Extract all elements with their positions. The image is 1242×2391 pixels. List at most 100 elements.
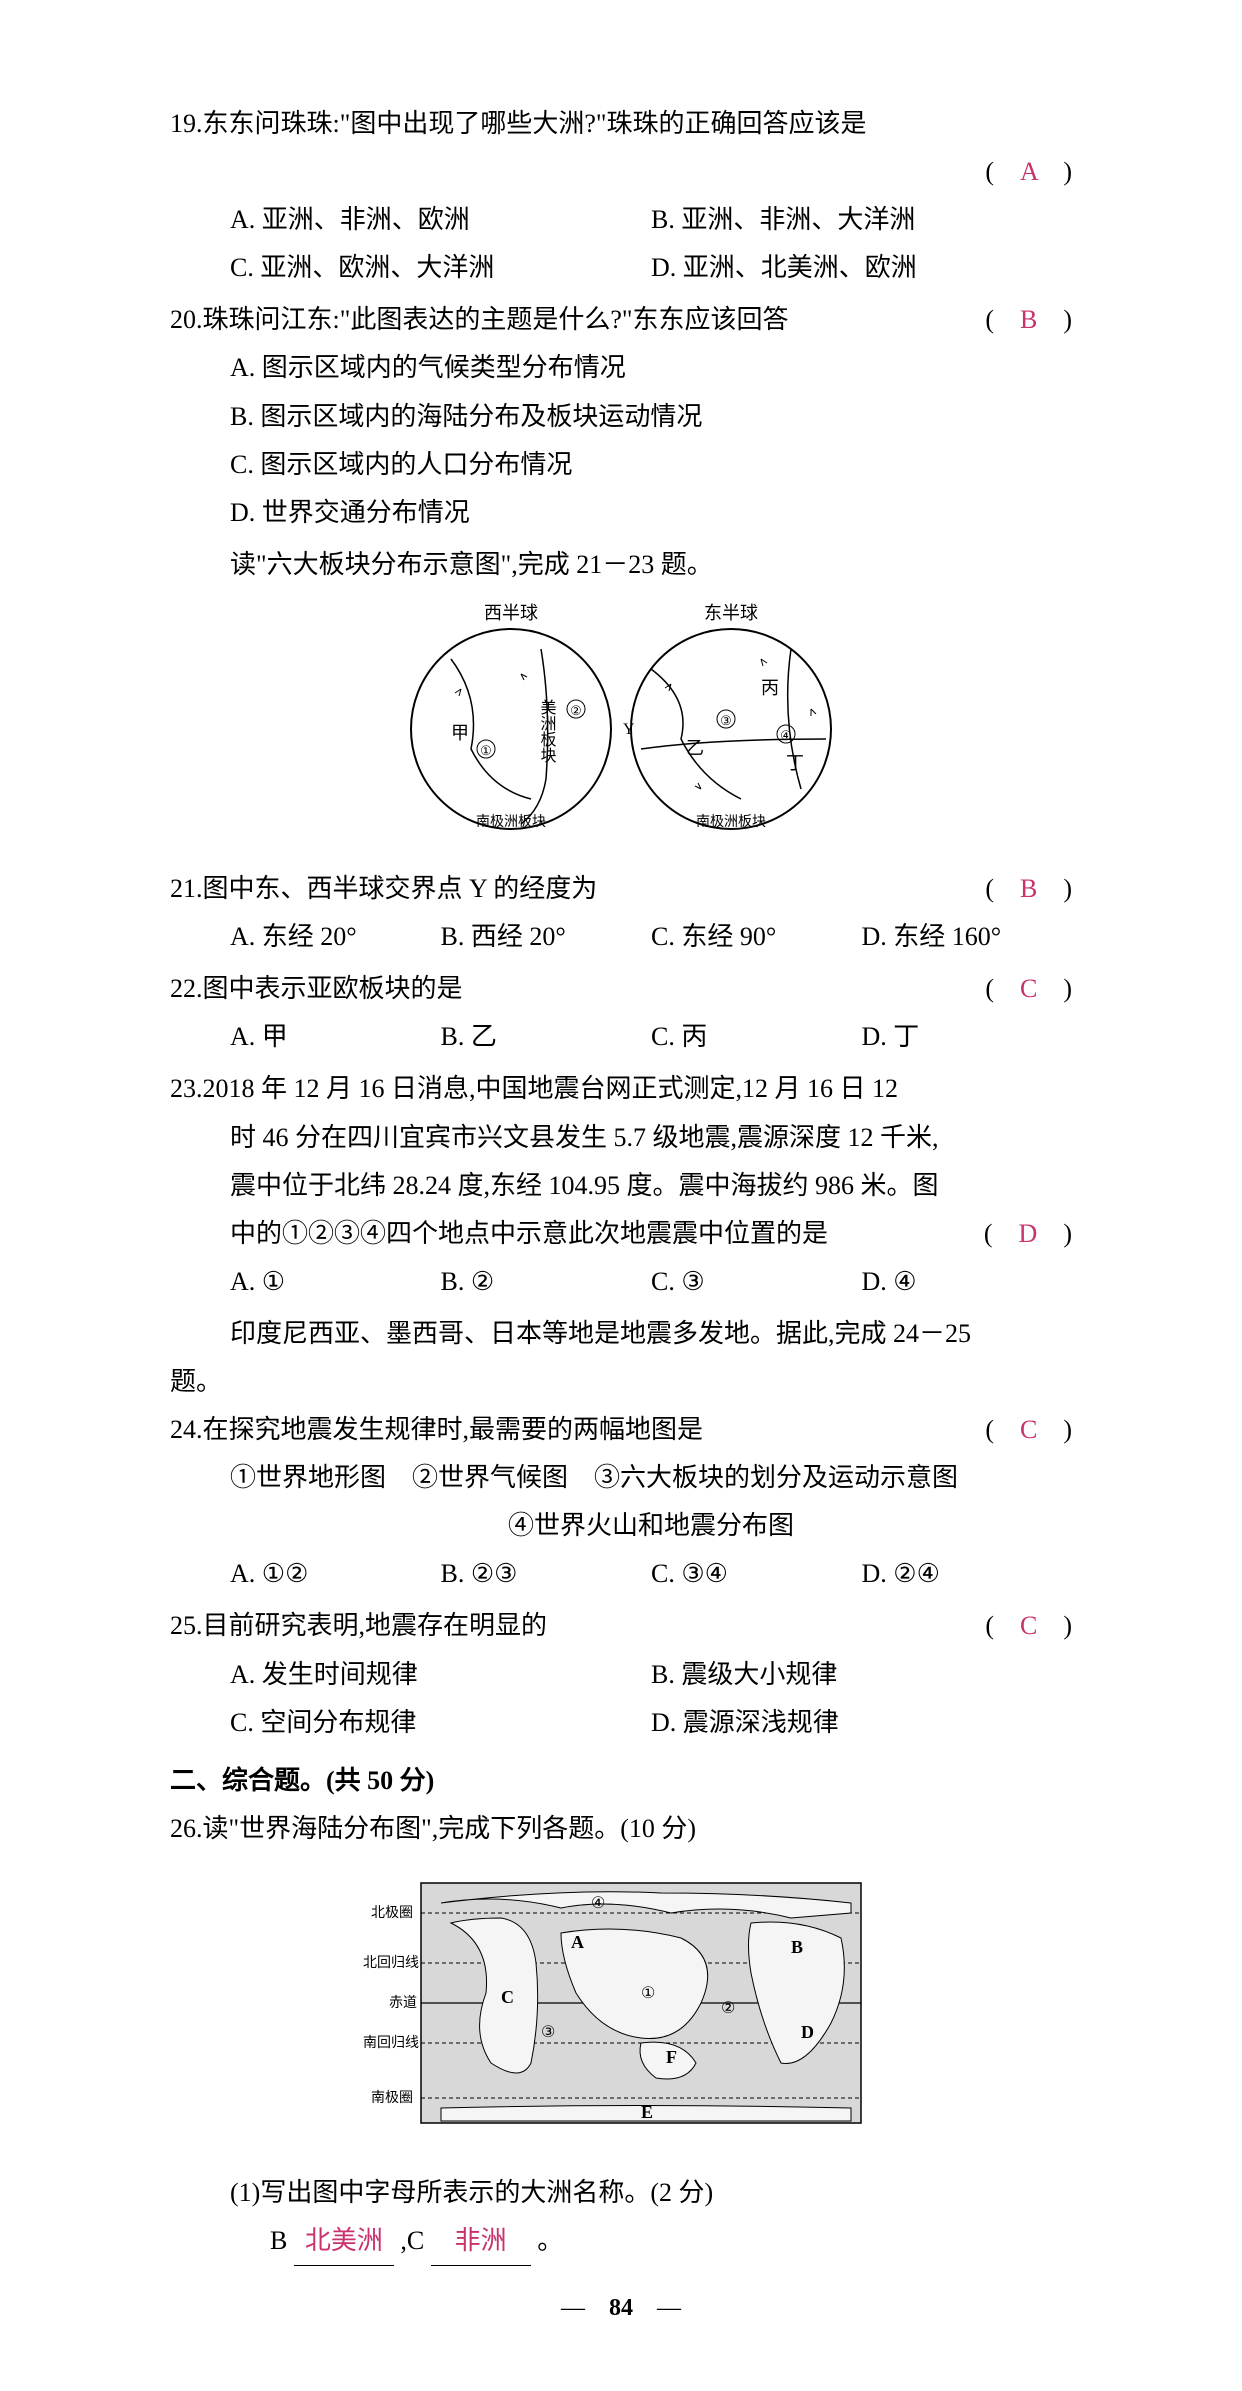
context-24-25-line2: 题。: [170, 1358, 1072, 1406]
q22-line: 22.图中表示亚欧板块的是 ( C ): [170, 965, 1072, 1013]
svg-text:①: ①: [480, 743, 492, 758]
q20-opt-b: B. 图示区域内的海陆分布及板块运动情况: [170, 393, 1072, 441]
q25-opt-b: B. 震级大小规律: [651, 1651, 1072, 1699]
q23-paren: ( D ): [984, 1210, 1072, 1258]
q23-opt-c: C. ③: [651, 1258, 862, 1306]
q25-options-row1: A. 发生时间规律 B. 震级大小规律: [170, 1651, 1072, 1699]
q22-answer: C: [1020, 974, 1037, 1003]
q21-answer: B: [1020, 874, 1037, 903]
q19-opt-d: D. 亚洲、北美洲、欧洲: [651, 244, 1072, 292]
q21-opt-b: B. 西经 20°: [441, 913, 652, 961]
q19-paren: ( A ): [985, 148, 1072, 196]
q22-num: 22.: [170, 974, 203, 1003]
q19-answer-line: ( A ): [170, 148, 1072, 196]
q20-text: 珠珠问江东:"此图表达的主题是什么?"东东应该回答: [203, 305, 789, 334]
q24-paren: ( C ): [985, 1406, 1072, 1454]
q20-paren: ( B ): [985, 296, 1072, 344]
figure-world-map: 北极圈 北回归线 赤道 南回归线 南极圈 ④ A B C ① D F ② ③ E: [170, 1863, 1072, 2159]
q20-num: 20.: [170, 305, 203, 334]
label-bing: 丙: [761, 678, 779, 698]
q22-options: A. 甲 B. 乙 C. 丙 D. 丁: [170, 1013, 1072, 1061]
q25-line: 25.目前研究表明,地震存在明显的 ( C ): [170, 1602, 1072, 1650]
label-yi: 乙: [686, 738, 704, 758]
q24-opt-b: B. ②③: [441, 1550, 652, 1598]
q25-answer: C: [1020, 1611, 1037, 1640]
q25-paren: ( C ): [985, 1602, 1072, 1650]
label-nanji2: 南极洲板块: [696, 814, 766, 830]
q23-line2: 时 46 分在四川宜宾市兴文县发生 5.7 级地震,震源深度 12 千米,: [170, 1114, 1072, 1162]
q20-line: 20.珠珠问江东:"此图表达的主题是什么?"东东应该回答 ( B ): [170, 296, 1072, 344]
q21-opt-c: C. 东经 90°: [651, 913, 862, 961]
q24-opt-d: D. ②④: [862, 1550, 1073, 1598]
q19-opt-b: B. 亚洲、非洲、大洋洲: [651, 196, 1072, 244]
page-number: — 84 —: [170, 2286, 1072, 2330]
label-meizhou: 美洲板块: [538, 699, 557, 763]
q23-opt-b: B. ②: [441, 1258, 652, 1306]
label-east: 东半球: [704, 603, 758, 623]
q23-opt-a: A. ①: [230, 1258, 441, 1306]
q22-text: 图中表示亚欧板块的是: [203, 974, 463, 1003]
q19-line1: 19.东东问珠珠:"图中出现了哪些大洲?"珠珠的正确回答应该是: [170, 100, 1072, 148]
svg-text:④: ④: [591, 1895, 605, 1912]
page-num-value: 84: [609, 2295, 633, 2321]
q21-line: 21.图中东、西半球交界点 Y 的经度为 ( B ): [170, 865, 1072, 913]
q21-opt-d: D. 东经 160°: [862, 913, 1073, 961]
q22-opt-b: B. 乙: [441, 1013, 652, 1061]
q22-opt-c: C. 丙: [651, 1013, 862, 1061]
q25-opt-d: D. 震源深浅规律: [651, 1699, 1072, 1747]
label-chidao: 赤道: [389, 1995, 417, 2011]
figure-hemispheres: 西半球 东半球 甲 美洲板块 ① ② 南极洲板块 乙 丙 丁 ③ ④ Y 南极洲…: [170, 599, 1072, 855]
q23-options: A. ① B. ② C. ③ D. ④: [170, 1258, 1072, 1306]
q26-b-answer: 北美洲: [294, 2217, 394, 2266]
question-26: 26.读"世界海陆分布图",完成下列各题。(10 分): [170, 1805, 1072, 1853]
q25-text: 目前研究表明,地震存在明显的: [203, 1611, 548, 1640]
section-2-title: 二、综合题。(共 50 分): [170, 1757, 1072, 1805]
q24-options: A. ①② B. ②③ C. ③④ D. ②④: [170, 1550, 1072, 1598]
q22-opt-a: A. 甲: [230, 1013, 441, 1061]
q20-opt-d: D. 世界交通分布情况: [170, 489, 1072, 537]
svg-text:E: E: [641, 2102, 653, 2122]
q24-sub2: ④世界火山和地震分布图: [170, 1502, 1072, 1550]
q20-opt-a: A. 图示区域内的气候类型分布情况: [170, 344, 1072, 392]
svg-text:②: ②: [721, 2000, 735, 2017]
svg-text:B: B: [791, 1937, 803, 1957]
q19-opt-a: A. 亚洲、非洲、欧洲: [230, 196, 651, 244]
question-25: 25.目前研究表明,地震存在明显的 ( C ) A. 发生时间规律 B. 震级大…: [170, 1602, 1072, 1746]
q25-opt-c: C. 空间分布规律: [230, 1699, 651, 1747]
q19-answer: A: [1020, 157, 1037, 186]
q21-paren: ( B ): [985, 865, 1072, 913]
q25-opt-a: A. 发生时间规律: [230, 1651, 651, 1699]
q26-c-answer: 非洲: [431, 2217, 531, 2266]
svg-text:F: F: [666, 2047, 677, 2067]
q24-opt-c: C. ③④: [651, 1550, 862, 1598]
q26-text: 读"世界海陆分布图",完成下列各题。(10 分): [203, 1814, 697, 1843]
q23-line3: 震中位于北纬 28.24 度,东经 104.95 度。震中海拔约 986 米。图: [170, 1162, 1072, 1210]
svg-text:C: C: [501, 1987, 514, 2007]
q25-num: 25.: [170, 1611, 203, 1640]
q21-text: 图中东、西半球交界点 Y 的经度为: [203, 874, 598, 903]
question-20: 20.珠珠问江东:"此图表达的主题是什么?"东东应该回答 ( B ) A. 图示…: [170, 296, 1072, 536]
q26-period: 。: [537, 2226, 563, 2255]
q23-opt-d: D. ④: [862, 1258, 1073, 1306]
question-22: 22.图中表示亚欧板块的是 ( C ) A. 甲 B. 乙 C. 丙 D. 丁: [170, 965, 1072, 1061]
q25-options-row2: C. 空间分布规律 D. 震源深浅规律: [170, 1699, 1072, 1747]
hemispheres-svg: 西半球 东半球 甲 美洲板块 ① ② 南极洲板块 乙 丙 丁 ③ ④ Y 南极洲…: [391, 599, 851, 839]
q22-opt-d: D. 丁: [862, 1013, 1073, 1061]
label-west: 西半球: [484, 603, 538, 623]
question-19: 19.东东问珠珠:"图中出现了哪些大洲?"珠珠的正确回答应该是 ( A ) A.…: [170, 100, 1072, 292]
svg-text:①: ①: [641, 1985, 655, 2002]
q26-sub1-answers: B 北美洲 ,C 非洲 。: [170, 2217, 1072, 2266]
svg-text:④: ④: [780, 728, 792, 743]
q26-c-label: ,C: [400, 2226, 424, 2255]
label-beihuiguixian: 北回归线: [363, 1954, 419, 1971]
label-beijiquan: 北极圈: [371, 1905, 413, 1921]
q24-text: 在探究地震发生规律时,最需要的两幅地图是: [203, 1415, 704, 1444]
q19-opt-c: C. 亚洲、欧洲、大洋洲: [230, 244, 651, 292]
q21-num: 21.: [170, 874, 203, 903]
label-nanhuiguixian: 南回归线: [363, 2034, 419, 2051]
label-nanji1: 南极洲板块: [476, 814, 546, 830]
q24-opt-a: A. ①②: [230, 1550, 441, 1598]
label-nanjiquan: 南极圈: [371, 2090, 413, 2106]
q24-answer: C: [1020, 1415, 1037, 1444]
label-jia: 甲: [451, 723, 469, 743]
